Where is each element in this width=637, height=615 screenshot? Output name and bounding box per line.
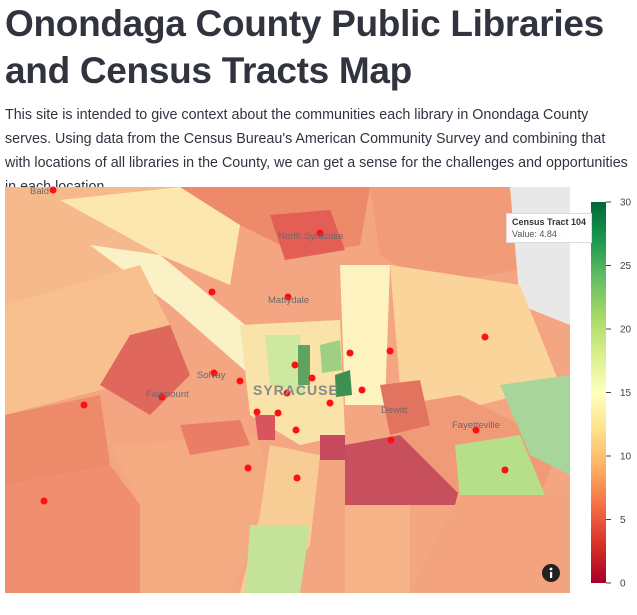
place-label: Fairmount	[146, 389, 189, 400]
place-label: Fayetteville	[452, 420, 500, 431]
place-label: Bald	[30, 186, 49, 197]
colorbar-tick-label: 20	[620, 325, 632, 336]
place-label: Mattydale	[268, 295, 309, 306]
place-label: North Syracuse	[278, 231, 343, 242]
place-label: Solvay	[197, 370, 226, 381]
library-markers	[40, 186, 509, 505]
tooltip-label: Value:	[512, 229, 537, 239]
colorbar-tick-label: 5	[620, 515, 626, 526]
colorbar-tick-label: 30	[620, 198, 632, 209]
tooltip: Census Tract 104 Value: 4.84	[506, 213, 593, 243]
info-button[interactable]	[542, 564, 560, 582]
tooltip-value: 4.84	[539, 229, 557, 239]
colorbar	[591, 202, 606, 583]
colorbar-tick-label: 15	[620, 388, 632, 399]
tracts	[5, 187, 570, 593]
place-label: SYRACUSE	[253, 382, 339, 398]
colorbar-ticks: 0 5 10 15 20 25 30	[606, 198, 632, 590]
colorbar-tick-label: 10	[620, 452, 632, 463]
tooltip-title: Census Tract 104	[512, 217, 587, 227]
place-label: Dewitt	[381, 405, 408, 416]
colorbar-tick-label: 25	[620, 261, 632, 272]
place-labels: Bald North Syracuse Mattydale Solvay Fairmou…	[30, 186, 500, 431]
colorbar-tick-label: 0	[620, 579, 626, 590]
title: Onondaga County Public Libraries and Cen…	[5, 3, 604, 91]
map: Bald North Syracuse Mattydale Solvay Fairmou…	[5, 186, 632, 593]
